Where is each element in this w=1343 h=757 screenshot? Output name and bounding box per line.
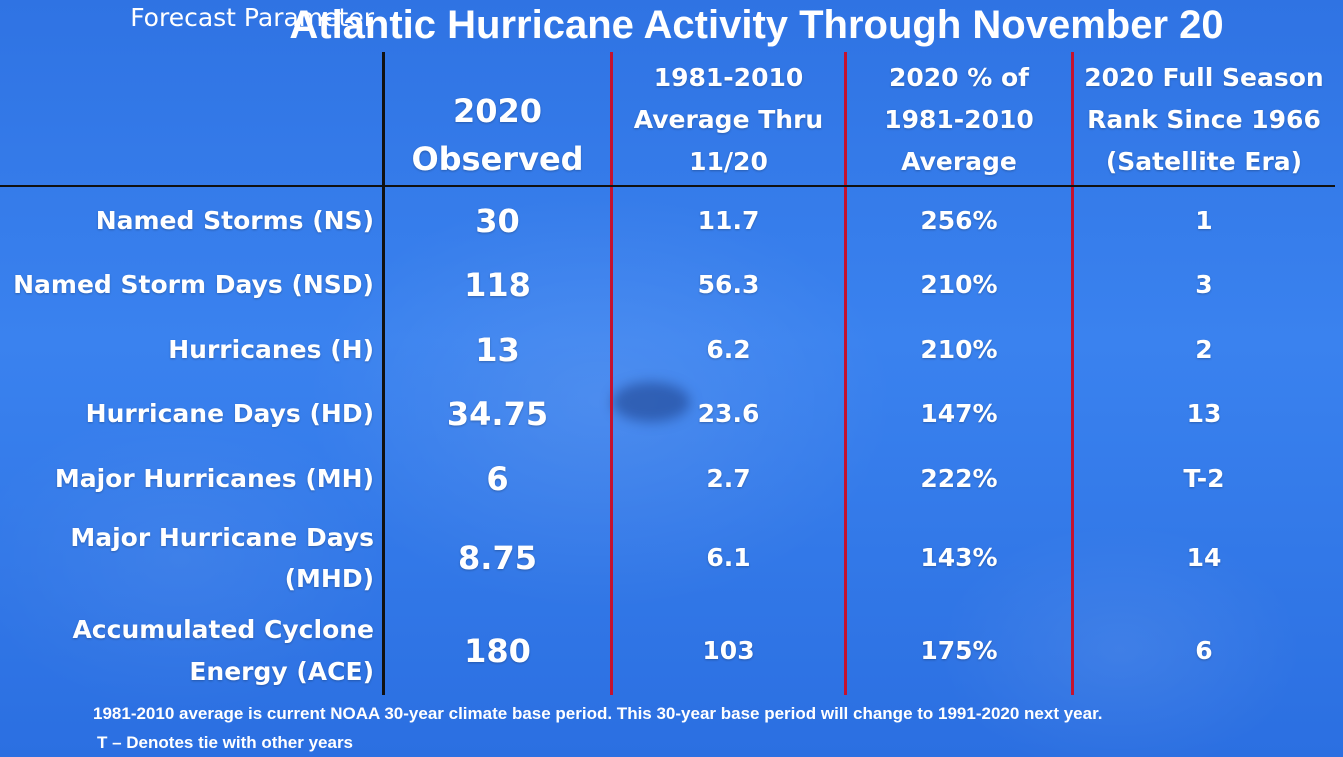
- row-5-parameter: Major Hurricanes (MH): [54, 464, 374, 493]
- row-3-percent: 210%: [920, 335, 998, 364]
- row-1-rank: 1: [1195, 206, 1213, 235]
- row-6-average: 6.1: [706, 543, 751, 572]
- row-2-percent: 210%: [920, 270, 998, 299]
- row-4-average: 23.6: [697, 399, 760, 428]
- row-1-percent: 256%: [920, 206, 998, 235]
- row-2-observed: 118: [464, 266, 531, 304]
- row-7-average: 103: [702, 636, 755, 665]
- row-7-rank: 6: [1195, 636, 1213, 665]
- slide-title: Atlantic Hurricane Activity Through Nove…: [289, 3, 1224, 47]
- row-1-parameter: Named Storms (NS): [95, 206, 374, 235]
- row-5-rank: T-2: [1183, 464, 1225, 493]
- row-3-observed: 13: [475, 331, 520, 369]
- row-5-percent: 222%: [920, 464, 998, 493]
- row-2-average: 56.3: [697, 270, 760, 299]
- row-6-parameter-line1: Major Hurricane Days: [70, 523, 374, 552]
- footer-note-line2: T – Denotes tie with other years: [97, 733, 354, 752]
- row-4-parameter: Hurricane Days (HD): [85, 399, 374, 428]
- header-divider: [0, 185, 1335, 187]
- row-3-parameter: Hurricanes (H): [168, 335, 374, 364]
- background-hurricane-eye: [612, 382, 690, 422]
- row-4-rank: 13: [1186, 399, 1222, 428]
- header-average-line2: Average Thru: [633, 105, 824, 134]
- header-observed-line1: 2020: [452, 92, 543, 130]
- header-rank-line1: 2020 Full Season: [1084, 63, 1324, 92]
- row-3-rank: 2: [1195, 335, 1213, 364]
- header-percent-line3: Average: [901, 147, 1017, 176]
- row-7-observed: 180: [464, 632, 531, 670]
- header-rank-line3: (Satellite Era): [1105, 147, 1303, 176]
- row-7-percent: 175%: [920, 636, 998, 665]
- row-6-rank: 14: [1186, 543, 1222, 572]
- header-percent-line1: 2020 % of: [888, 63, 1030, 92]
- row-6-observed: 8.75: [458, 539, 537, 577]
- header-forecast-parameter: Forecast Parameter: [130, 3, 374, 32]
- divider-red-after-percent: [1071, 52, 1074, 695]
- footer-note-line1: 1981-2010 average is current NOAA 30-yea…: [93, 704, 1103, 723]
- row-1-average: 11.7: [697, 206, 760, 235]
- divider-red-after-observed: [610, 52, 613, 695]
- row-7-parameter-line1: Accumulated Cyclone: [72, 615, 374, 644]
- header-observed-line2: Observed: [411, 140, 584, 178]
- header-percent-line2: 1981-2010: [884, 105, 1034, 134]
- row-2-rank: 3: [1195, 270, 1213, 299]
- row-7-parameter-line2: Energy (ACE): [189, 657, 374, 686]
- row-6-percent: 143%: [920, 543, 998, 572]
- row-3-average: 6.2: [706, 335, 751, 364]
- row-5-average: 2.7: [706, 464, 751, 493]
- row-2-parameter: Named Storm Days (NSD): [13, 270, 374, 299]
- row-6-parameter-line2: (MHD): [284, 564, 374, 593]
- divider-red-after-average: [844, 52, 847, 695]
- row-4-observed: 34.75: [446, 395, 549, 433]
- header-average-line3: 11/20: [689, 147, 768, 176]
- row-5-observed: 6: [486, 460, 509, 498]
- row-1-observed: 30: [475, 202, 520, 240]
- row-4-percent: 147%: [920, 399, 998, 428]
- header-average-line1: 1981-2010: [653, 63, 804, 92]
- header-rank-line2: Rank Since 1966: [1087, 105, 1321, 134]
- divider-black-after-parameter: [382, 52, 385, 695]
